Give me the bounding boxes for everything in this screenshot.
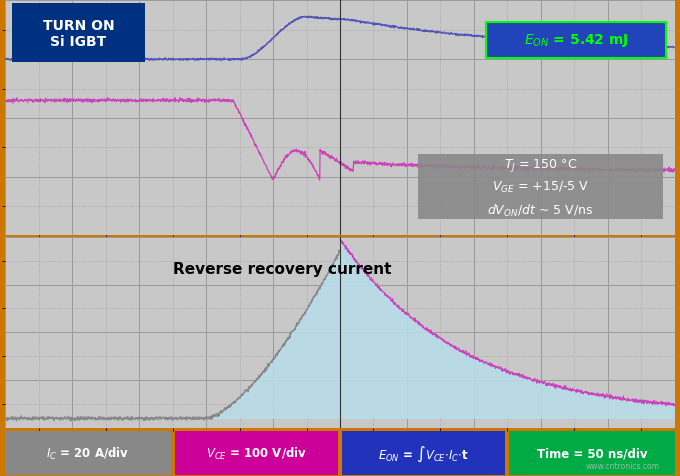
Text: $V_{CE}$ = 100 V/div: $V_{CE}$ = 100 V/div xyxy=(206,445,307,461)
Text: $E_{ON}$ = 5.42 mJ: $E_{ON}$ = 5.42 mJ xyxy=(524,32,629,49)
Text: Reverse recovery current: Reverse recovery current xyxy=(173,261,391,276)
FancyBboxPatch shape xyxy=(12,4,145,63)
Text: TURN ON
Si IGBT: TURN ON Si IGBT xyxy=(43,19,114,49)
Text: $I_C$ = 20 A/div: $I_C$ = 20 A/div xyxy=(46,445,130,461)
FancyBboxPatch shape xyxy=(418,155,663,219)
FancyBboxPatch shape xyxy=(486,23,666,59)
Text: Time = 50 ns/div: Time = 50 ns/div xyxy=(537,446,647,459)
FancyBboxPatch shape xyxy=(509,431,675,475)
Text: $E_{ON}$ = $\int$$V_{CE}$$\cdot$$I_C$$\cdot$t: $E_{ON}$ = $\int$$V_{CE}$$\cdot$$I_C$$\c… xyxy=(378,443,469,463)
Text: $T_J$ = 150 °C
$V_{GE}$ = +15/-5 V
$dV_{ON}/dt$ ~ 5 V/ns: $T_J$ = 150 °C $V_{GE}$ = +15/-5 V $dV_{… xyxy=(488,156,594,218)
FancyBboxPatch shape xyxy=(5,431,171,475)
FancyBboxPatch shape xyxy=(342,431,505,475)
Text: www.cntronics.com: www.cntronics.com xyxy=(585,461,660,470)
FancyBboxPatch shape xyxy=(175,431,338,475)
